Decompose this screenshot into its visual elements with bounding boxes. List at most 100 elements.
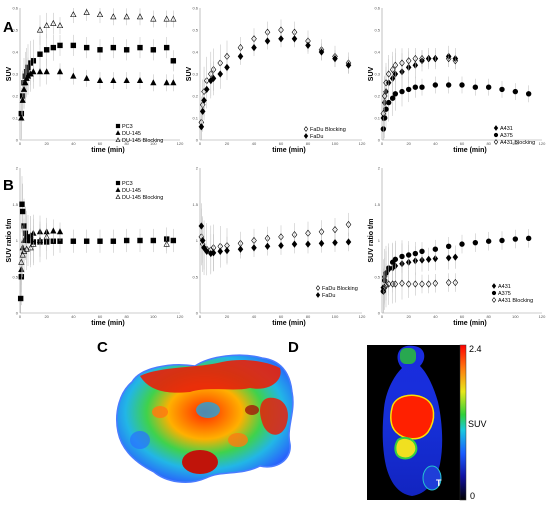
data-point [383,79,389,87]
data-point [137,44,143,51]
x-tick-label: 60 [460,314,465,319]
legend-marker [493,132,499,138]
data-point [22,79,29,86]
data-point [70,238,77,244]
data-point [19,96,26,103]
data-point [419,248,425,255]
data-point [419,54,425,63]
data-point [123,77,130,84]
series-a431-blocking [380,48,459,135]
y-tick-label: 0 [16,138,19,143]
data-point [97,47,103,53]
data-point [83,44,90,51]
data-point [345,61,352,69]
data-point [389,280,396,288]
data-point [432,82,439,88]
pet-head [400,348,416,364]
y-tick-label: 2 [16,166,19,171]
data-point [318,239,325,248]
x-tick-label: 100 [150,141,157,146]
data-point [50,19,57,26]
series-fadu [198,30,352,140]
y-tick-label: 0.5 [374,274,380,279]
y-axis-title: SUV [6,66,13,81]
data-point [70,72,77,79]
panel-letter-d: D [288,339,299,356]
y-axis-title: SUV [368,66,375,81]
data-point [83,238,90,244]
data-point [405,252,412,258]
data-point [150,237,157,244]
data-point [123,13,130,20]
y-tick-label: 0 [16,311,19,316]
data-point [419,84,425,90]
x-axis-title: time (min) [91,320,124,327]
data-point [36,68,44,75]
data-point [512,88,519,95]
data-point [170,15,177,22]
legend-marker [115,187,121,192]
data-point [36,26,44,33]
series-pc3 [18,33,177,140]
data-point [472,239,479,246]
data-point [383,281,389,290]
data-point [432,54,439,63]
data-point [399,253,405,260]
legend-marker [115,180,121,186]
y-tick-label: 0.2 [374,94,380,99]
y-tick-label: 0.1 [374,116,380,121]
data-point [432,279,439,287]
data-point [392,61,399,69]
x-tick-label: 60 [279,314,284,319]
data-point [224,63,230,72]
pet-bladder [394,437,418,460]
x-tick-label: 120 [359,141,366,146]
colorbar-max-label: 2.4 [469,344,482,354]
x-tick-label: 20 [406,141,411,146]
y-tick-label: 0.3 [12,72,18,77]
data-point [150,79,157,86]
y-tick-label: 0.5 [12,274,18,279]
data-point [43,68,50,75]
data-point [525,235,532,242]
data-point [332,226,338,234]
data-point [83,74,90,81]
x-tick-label: 80 [124,141,129,146]
x-tick-label: 20 [225,141,230,146]
data-point [380,109,387,118]
legend-label: A431 Blocking [498,298,533,304]
data-point [96,11,104,18]
data-point [123,237,130,244]
pet-tumor-label: T [436,478,442,488]
data-point [381,92,388,100]
y-tick-label: 0.3 [374,72,380,77]
legend-label: A431 [500,126,513,132]
data-point [412,84,419,90]
legend-marker [315,292,321,298]
data-point [472,84,479,90]
data-point [20,247,28,254]
data-point [445,254,452,262]
data-point [392,280,399,288]
x-tick-label: 80 [124,314,129,319]
data-point [110,238,117,244]
data-point [381,284,388,292]
series-du-145-blocking [36,8,177,45]
y-tick-label: 2 [196,166,199,171]
x-tick-label: 120 [359,314,366,319]
data-point [110,13,117,20]
data-point [419,280,425,288]
y-axis-title: SUV ratio t/m [6,219,13,263]
x-tick-label: 0 [199,141,202,146]
data-point [399,59,405,67]
data-point [170,58,177,64]
data-point [56,22,64,29]
data-point [264,37,271,45]
data-point [452,57,459,65]
